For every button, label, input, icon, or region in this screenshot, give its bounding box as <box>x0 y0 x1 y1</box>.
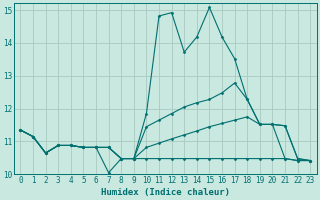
X-axis label: Humidex (Indice chaleur): Humidex (Indice chaleur) <box>101 188 230 197</box>
